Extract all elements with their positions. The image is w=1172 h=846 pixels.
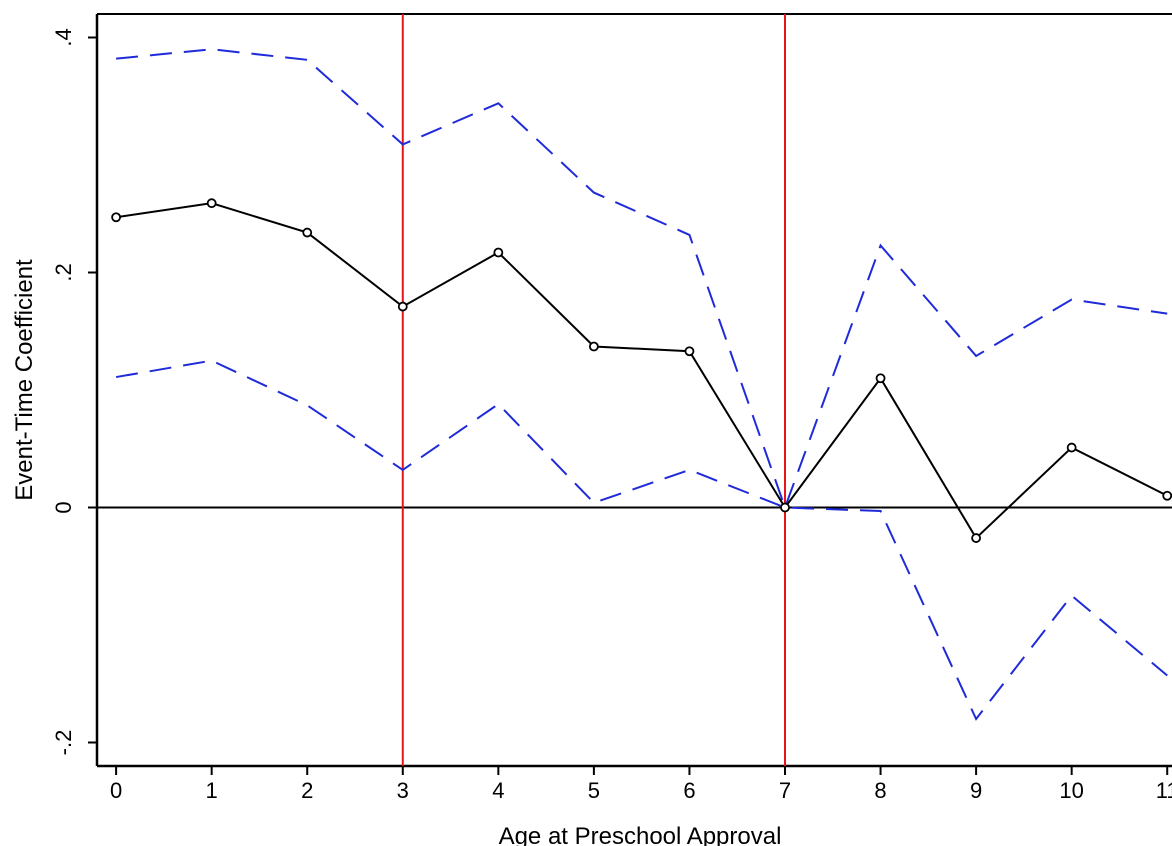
estimate-point: [493, 247, 504, 258]
axes: [95, 13, 1172, 768]
confidence-bound-line: [115, 359, 1168, 721]
estimate-point: [302, 227, 313, 238]
estimate-point: [780, 502, 790, 513]
x-tick-label: 5: [588, 778, 600, 803]
y-tick-label: 0: [51, 501, 76, 513]
x-tick-label: 3: [397, 778, 409, 803]
estimate-point: [684, 346, 695, 357]
x-tick-label: 7: [779, 778, 791, 803]
x-tick-label: 1: [206, 778, 218, 803]
reference-lines: [97, 14, 1172, 766]
y-axis-title: Event-Time Coefficient: [11, 259, 38, 501]
estimate-point: [1066, 442, 1077, 453]
y-tick-label: -.2: [51, 730, 76, 756]
estimate-point: [111, 212, 122, 223]
y-tick-label: .4: [51, 28, 76, 46]
x-tick-label: 9: [970, 778, 982, 803]
y-tick-label: .2: [51, 263, 76, 281]
x-axis-title: Age at Preschool Approval: [499, 823, 782, 846]
series-group: [111, 48, 1172, 721]
estimate-point: [206, 198, 217, 209]
confidence-bound-line: [116, 48, 1168, 511]
x-tick-label: 8: [874, 778, 886, 803]
x-tick-label: 2: [301, 778, 313, 803]
x-tick-label: 4: [492, 778, 504, 803]
x-tick-label: 0: [110, 778, 122, 803]
estimate-point: [875, 373, 886, 384]
estimate-point: [397, 301, 408, 312]
x-tick-label: 6: [683, 778, 695, 803]
tick-labels: -.2 0 .2 .4 0 1 2 3 4 5 6 7 8 9 10 11: [51, 28, 1172, 803]
estimate-point: [588, 341, 599, 352]
x-tick-label: 10: [1059, 778, 1083, 803]
estimate-point: [971, 533, 982, 543]
estimate-point: [1162, 490, 1172, 501]
estimate-line: [115, 202, 1168, 540]
x-tick-label: 11: [1156, 778, 1172, 803]
